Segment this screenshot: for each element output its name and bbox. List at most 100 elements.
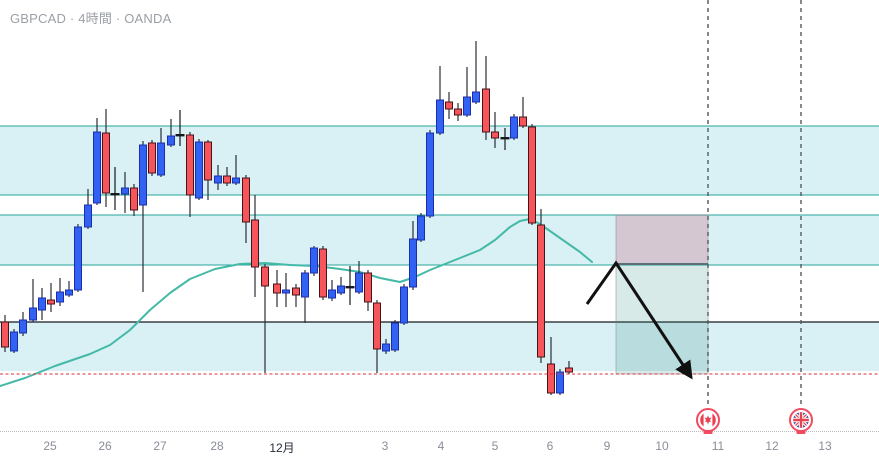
axis-label: 11 xyxy=(711,439,725,453)
candle-doji xyxy=(110,167,120,210)
candle-body xyxy=(47,299,55,305)
canada-flag-icon[interactable] xyxy=(693,405,723,435)
axis-label: 5 xyxy=(491,439,499,453)
candle-down xyxy=(148,140,156,176)
candle-up xyxy=(355,261,363,294)
candle-up xyxy=(38,288,46,320)
candle-up xyxy=(157,128,165,177)
axis-label: 12 xyxy=(765,439,779,453)
axis-label: 10 xyxy=(655,439,669,453)
candle-body xyxy=(186,134,194,196)
risk-box[interactable] xyxy=(615,214,709,265)
candle-body xyxy=(547,363,555,394)
uk-flag-icon[interactable] xyxy=(786,405,816,435)
candle-doji xyxy=(345,266,355,305)
candle-up xyxy=(328,280,336,301)
candle-body xyxy=(301,272,309,298)
candle-body xyxy=(19,319,27,334)
candle-body xyxy=(382,343,390,352)
candle-up xyxy=(510,114,518,140)
candle-body xyxy=(528,126,536,224)
candle-body xyxy=(273,283,281,294)
candle-up xyxy=(195,139,203,200)
candle-down xyxy=(47,283,55,312)
candle-down xyxy=(204,140,212,200)
projection-arrow[interactable] xyxy=(585,260,693,380)
axis-label: 3 xyxy=(381,439,389,453)
candle-body xyxy=(10,331,18,352)
candle-body xyxy=(110,193,120,196)
candle-up xyxy=(282,273,290,307)
upper-supply-zone xyxy=(0,126,879,195)
chart-canvas[interactable] xyxy=(0,0,879,431)
candle-body xyxy=(29,307,37,321)
candle-body xyxy=(251,219,259,268)
candle-body xyxy=(436,99,444,134)
candle-down xyxy=(102,109,110,207)
candle-body xyxy=(310,247,318,274)
candle-up xyxy=(472,41,480,104)
candle-body xyxy=(74,226,82,291)
candle-up xyxy=(391,320,399,352)
time-axis[interactable]: 25 26 27 28 12月 3 4 5 6 9 10 11 12 13 xyxy=(0,430,879,459)
candle-body xyxy=(426,132,434,217)
candle-up xyxy=(56,278,64,306)
candle-body xyxy=(65,289,73,296)
candle-body xyxy=(328,289,336,299)
candle-up xyxy=(382,339,390,354)
candle-body xyxy=(139,144,147,206)
axis-label-month: 12月 xyxy=(269,441,295,455)
candle-down xyxy=(1,315,9,352)
candle-down xyxy=(261,264,269,373)
candle-body xyxy=(38,297,46,311)
candle-body xyxy=(364,272,372,303)
candle-up xyxy=(417,213,425,242)
candle-body xyxy=(167,135,175,146)
candle-body xyxy=(102,132,110,194)
candle-up xyxy=(232,155,240,185)
candle-body xyxy=(157,142,165,176)
axis-label: 6 xyxy=(546,439,554,453)
candle-up xyxy=(310,246,318,276)
candle-up xyxy=(400,284,408,325)
candle-body xyxy=(319,248,327,298)
candle-up xyxy=(463,67,471,117)
candle-body xyxy=(373,302,381,350)
candle-doji xyxy=(500,128,510,150)
axis-label: 28 xyxy=(210,439,224,453)
candle-body xyxy=(214,175,222,184)
candle-body xyxy=(93,131,101,204)
candle-up xyxy=(337,277,345,295)
candle-body xyxy=(355,272,363,293)
candle-body xyxy=(510,116,518,139)
candle-body xyxy=(454,108,462,116)
candle-body xyxy=(56,291,64,303)
candle-down xyxy=(519,97,527,128)
candle-body xyxy=(500,137,510,140)
axis-label: 9 xyxy=(603,439,611,453)
candle-up xyxy=(10,329,18,353)
axis-label: 26 xyxy=(98,439,112,453)
candle-body xyxy=(445,101,453,110)
candle-up xyxy=(74,224,82,292)
reward-box[interactable] xyxy=(615,263,709,375)
candle-up xyxy=(436,66,444,135)
mid-supply-zone xyxy=(0,215,879,265)
candle-body xyxy=(84,204,92,228)
candle-up xyxy=(93,118,101,205)
candle-down xyxy=(454,103,462,121)
candle-doji xyxy=(175,110,185,146)
candle-down xyxy=(445,92,453,119)
candle-body xyxy=(292,287,300,296)
candle-up xyxy=(167,119,175,147)
candle-up xyxy=(214,165,222,190)
axis-label: 27 xyxy=(153,439,167,453)
chart-legend-title: GBPCAD · 4時間 · OANDA xyxy=(10,11,172,26)
candle-down xyxy=(364,270,372,311)
moving-average-line xyxy=(0,218,593,387)
candle-down xyxy=(273,270,281,307)
candle-body xyxy=(565,367,573,373)
candle-down xyxy=(537,209,545,363)
candle-up xyxy=(84,189,92,229)
candle-body xyxy=(223,175,231,184)
